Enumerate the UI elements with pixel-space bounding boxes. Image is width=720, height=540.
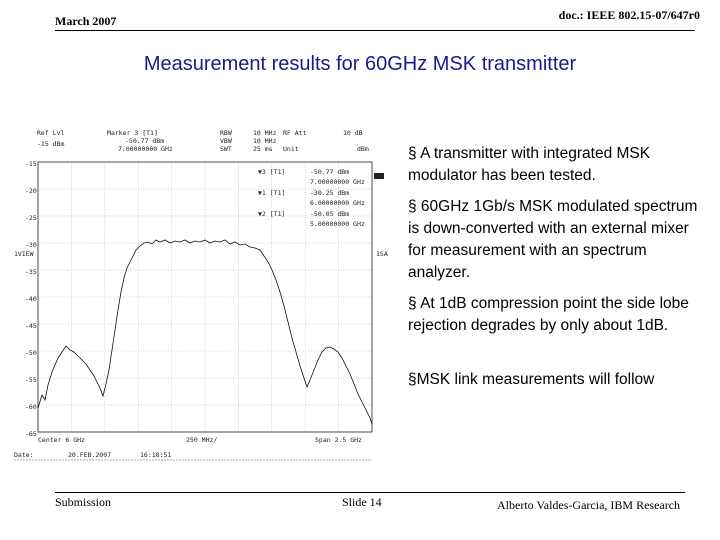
bullet: § 60GHz 1Gb/s MSK modulated spectrum is … xyxy=(408,198,698,281)
analyzer-header: dBm xyxy=(357,145,369,153)
grid xyxy=(38,162,372,432)
analyzer-header: -50.77 dBm xyxy=(125,137,164,145)
footer-rule xyxy=(55,492,685,493)
analyzer-header: Unit xyxy=(283,145,299,153)
analyzer-footer: 20.FEB.2007 xyxy=(68,451,111,459)
side-label: 1SA xyxy=(376,250,388,258)
marker-box xyxy=(374,173,384,179)
bullet: § At 1dB compression point the side lobe… xyxy=(408,295,689,334)
marker-readout: -50.05 dBm xyxy=(310,210,349,218)
y-label: -45 xyxy=(25,322,37,330)
analyzer-footer: 250 MHz/ xyxy=(186,436,217,444)
footer-center: Slide 14 xyxy=(342,495,382,509)
analyzer-header: RBW xyxy=(220,129,232,137)
analyzer-header: SWT xyxy=(220,145,232,153)
footer-right: Alberto Valdes-Garcia, IBM Research xyxy=(497,498,681,512)
marker-readout: ▼3 [T1] xyxy=(258,168,285,176)
spectrum-trace xyxy=(37,239,373,425)
plot-frame xyxy=(37,161,373,433)
analyzer-header: 25 ms xyxy=(253,145,273,153)
analyzer-header: Marker 3 [T1] xyxy=(107,129,158,137)
slide-title: Measurement results for 60GHz MSK transm… xyxy=(143,53,577,75)
marker-readout: -50.77 dBm xyxy=(310,168,349,176)
analyzer-header: Ref Lvl xyxy=(37,129,64,137)
marker-readout: ▼1 [T1] xyxy=(258,189,285,197)
y-label: -30 xyxy=(25,241,37,249)
analyzer-header: 7.00000000 GHz xyxy=(118,145,173,153)
analyzer-footer: 16:18:51 xyxy=(140,451,171,459)
y-label: -15 xyxy=(25,160,37,168)
analyzer-header: 10 dB xyxy=(343,129,363,137)
marker-readout: -30.25 dBm xyxy=(310,189,349,197)
marker-readout: 6.00000000 GHz xyxy=(310,199,365,207)
footer-left: Submission xyxy=(55,495,112,509)
marker-readout: 5.00000000 GHz xyxy=(310,220,365,228)
analyzer-header: 10 MHz xyxy=(253,137,277,145)
y-label: -25 xyxy=(25,214,37,222)
y-label: -50 xyxy=(25,349,37,357)
analyzer-footer: Span 2.5 GHz xyxy=(315,436,362,444)
analyzer-header: VBW xyxy=(220,137,232,145)
analyzer-header: -15 dBm xyxy=(37,140,64,148)
analyzer-header: RF Att xyxy=(283,129,307,137)
marker-readout: 7.00000000 GHz xyxy=(310,178,365,186)
marker-readout: ▼2 [T1] xyxy=(258,210,285,218)
side-label: 1VIEW xyxy=(14,250,34,258)
y-label: -55 xyxy=(25,376,37,384)
header-rule xyxy=(55,30,695,31)
y-label: -65 xyxy=(25,430,37,438)
y-label: -20 xyxy=(25,187,37,195)
y-label: -35 xyxy=(25,268,37,276)
doc-id: doc.: IEEE 802.15-07/647r0 xyxy=(558,8,700,22)
y-label: -40 xyxy=(25,295,37,303)
date: March 2007 xyxy=(55,14,117,28)
analyzer-footer: Center 6 GHz xyxy=(38,436,85,444)
analyzer-footer: Date: xyxy=(14,451,34,459)
analyzer-header: 10 MHz xyxy=(253,129,277,137)
y-label: -60 xyxy=(25,403,37,411)
bullet: § A transmitter with integrated MSK modu… xyxy=(408,145,651,184)
bullet: §MSK link measurements will follow xyxy=(408,371,655,388)
screen xyxy=(10,126,378,466)
